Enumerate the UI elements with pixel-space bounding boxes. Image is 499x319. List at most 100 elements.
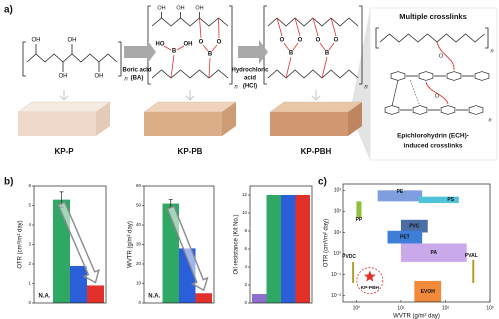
label: O — [217, 40, 222, 46]
y-tick-label: 0 — [28, 300, 31, 305]
y-tick-label: 20 — [136, 261, 142, 266]
bond — [208, 57, 211, 79]
y-tick-label: 4 — [244, 264, 247, 269]
inset-caption: induced crosslinks — [404, 143, 463, 150]
plot-frame — [249, 185, 313, 304]
bond — [330, 17, 337, 37]
bracket — [22, 41, 26, 77]
bond — [285, 56, 292, 79]
label: OH — [59, 74, 68, 80]
value-label: N.A. — [39, 294, 51, 300]
range-label: PVAL — [465, 253, 478, 259]
sample-label: KP-P — [54, 147, 74, 156]
range-box — [387, 230, 423, 244]
range-box — [472, 259, 475, 283]
y-tick-label: 40 — [136, 222, 142, 227]
bond — [283, 42, 290, 51]
label: n — [488, 117, 491, 123]
bracket — [375, 27, 379, 49]
label: HO — [156, 42, 165, 48]
plot-frame — [33, 185, 107, 304]
y-tick-label: 8 — [244, 228, 247, 233]
x-axis-label: WVTR (g/m² day) — [393, 314, 440, 319]
ring — [418, 71, 434, 81]
bond — [276, 17, 283, 37]
label: B — [325, 51, 330, 57]
y-tick-label: 5 — [28, 203, 31, 208]
step-label: Boric acid — [122, 68, 151, 74]
label: O — [298, 38, 303, 44]
range-label: PVC — [409, 223, 420, 229]
step-label: (HCl) — [243, 84, 257, 90]
slab-front — [18, 112, 96, 136]
y-tick-label: 50 — [136, 203, 142, 208]
label: OH — [32, 38, 41, 44]
bar — [295, 195, 310, 303]
bond — [328, 42, 335, 51]
label: B — [289, 51, 294, 57]
y-tick-label: 10¹ — [334, 230, 342, 236]
bar — [281, 195, 296, 303]
range-box — [418, 196, 459, 204]
down-arrow — [315, 95, 321, 101]
y-tick-label: 2 — [28, 261, 31, 266]
y-tick-label: 1 — [28, 281, 31, 286]
point-label: KP-PBH — [361, 285, 380, 291]
y-tick-label: 10³ — [334, 188, 342, 194]
bond — [319, 42, 326, 51]
bracket — [359, 5, 363, 85]
slab-side — [222, 102, 236, 136]
down-arrow — [63, 95, 69, 101]
bracket — [229, 5, 233, 85]
bond — [218, 17, 220, 39]
label: n — [124, 77, 128, 83]
label: OH — [157, 5, 165, 11]
trend-arrow — [57, 201, 100, 284]
bracket — [485, 27, 489, 49]
range-box — [352, 261, 355, 283]
y-tick-label: 10⁰ — [333, 251, 341, 257]
label: O — [199, 40, 204, 46]
panel-label: a) — [4, 5, 13, 16]
slab-top — [17, 101, 111, 113]
sample-label: KP-PB — [178, 147, 203, 156]
inset-box — [369, 7, 498, 161]
crosslink — [425, 81, 449, 105]
down-arrow — [59, 95, 65, 101]
y-axis-label: OTR (cm³/m² day) — [324, 219, 330, 267]
chain — [379, 33, 485, 43]
bond — [199, 17, 202, 39]
panel-label: b) — [4, 177, 13, 188]
y-tick-label: 2 — [244, 282, 247, 287]
label: O — [439, 53, 444, 59]
bar — [266, 195, 281, 303]
bond — [170, 54, 175, 79]
chain — [26, 53, 118, 63]
bond — [163, 45, 172, 51]
chain — [267, 69, 359, 79]
bar — [87, 285, 104, 303]
bond — [292, 42, 299, 51]
bond — [321, 56, 328, 79]
down-arrow — [189, 95, 195, 101]
inset-caption: Epichlorohydrin (ECH)- — [397, 133, 469, 140]
y-tick-label: 10 — [242, 210, 248, 215]
range-label: EVOH — [421, 289, 436, 295]
crosslink — [436, 41, 455, 71]
y-tick-label: 4 — [28, 222, 31, 227]
bond — [294, 17, 301, 37]
label: B — [172, 49, 177, 55]
bar — [53, 199, 70, 303]
y-tick-label: 12 — [242, 192, 248, 197]
slab-side — [348, 102, 362, 136]
y-tick-label: 0 — [138, 300, 141, 305]
slab-top — [269, 101, 363, 113]
bond — [176, 45, 185, 51]
slab-side — [96, 102, 110, 136]
label: n — [490, 48, 493, 54]
label: n — [234, 85, 238, 91]
chain — [151, 17, 229, 27]
bond — [312, 17, 319, 37]
y-tick-label: 30 — [136, 242, 142, 247]
